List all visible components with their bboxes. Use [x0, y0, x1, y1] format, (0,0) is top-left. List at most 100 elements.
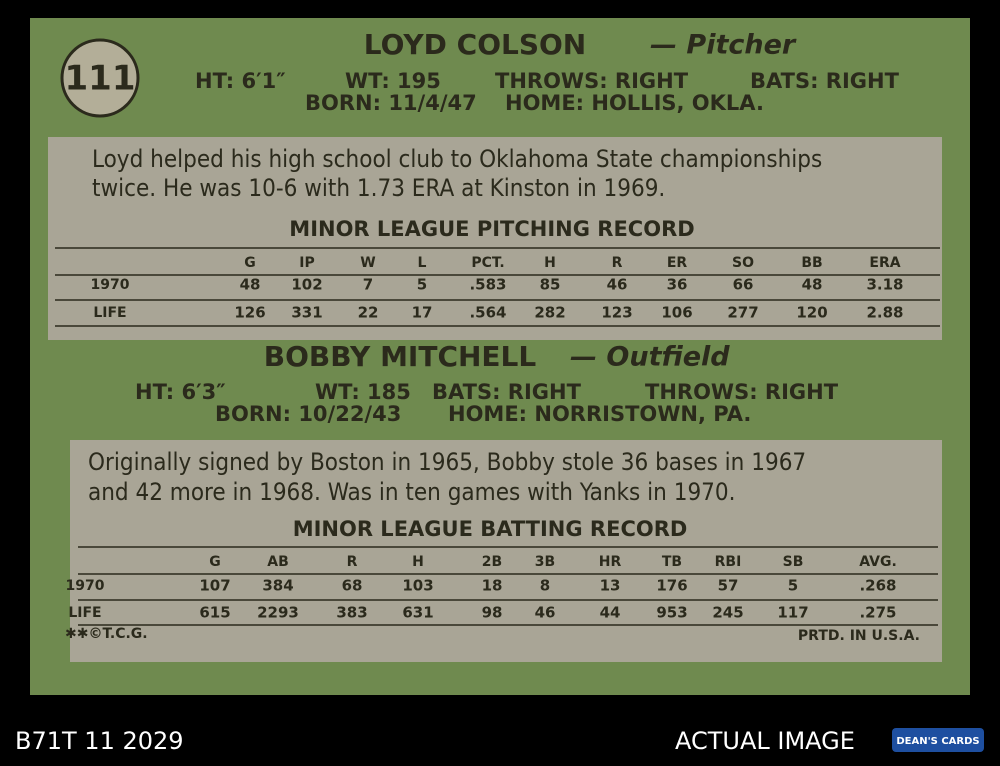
table-cell: .275: [859, 604, 896, 622]
table-cell: 277: [727, 304, 758, 322]
table-header: R: [612, 255, 623, 271]
vital: WT: 195: [345, 69, 441, 93]
table-header: G: [244, 255, 256, 271]
table-cell: 66: [733, 276, 754, 294]
bio-line: Loyd helped his high school club to Okla…: [92, 145, 822, 173]
table-header: W: [360, 255, 375, 271]
table-cell: 98: [482, 604, 503, 622]
table-cell: 18: [482, 577, 503, 595]
card-number: 111: [65, 59, 136, 99]
vital: BATS: RIGHT: [432, 380, 582, 404]
table-header: G: [209, 554, 221, 570]
bio-box: [48, 137, 942, 340]
table-cell: 36: [667, 276, 688, 294]
table-cell: 176: [656, 577, 687, 595]
vital: BORN: 11/4/47: [305, 91, 477, 115]
table-header: ERA: [869, 255, 900, 271]
table-header: RBI: [715, 554, 742, 570]
table-cell: 615: [199, 604, 230, 622]
table-header: IP: [299, 255, 314, 271]
table-cell: .564: [469, 304, 506, 322]
table-cell: 245: [712, 604, 743, 622]
table-cell: 57: [718, 577, 739, 595]
table-header: PCT.: [471, 255, 504, 271]
table-cell: 5: [788, 577, 798, 595]
table-cell: 123: [601, 304, 632, 322]
printed-note: PRTD. IN U.S.A.: [798, 628, 920, 644]
row-label: LIFE: [93, 305, 126, 321]
table-cell: 85: [540, 276, 561, 294]
table-cell: 5: [417, 276, 427, 294]
table-cell: 44: [600, 604, 621, 622]
table-cell: 107: [199, 577, 230, 595]
table-header: HR: [599, 554, 622, 570]
table-header: TB: [662, 554, 682, 570]
row-label: 1970: [66, 578, 105, 594]
logo-text: DEAN'S CARDS: [896, 736, 979, 747]
vital: BATS: RIGHT: [750, 69, 900, 93]
table-cell: 126: [234, 304, 265, 322]
footer-caption: ACTUAL IMAGE: [675, 727, 855, 755]
vital: HOME: NORRISTOWN, PA.: [448, 402, 751, 426]
table-cell: 282: [534, 304, 565, 322]
player-name: LOYD COLSON: [364, 28, 587, 61]
table-cell: 46: [535, 604, 556, 622]
table-cell: 631: [402, 604, 433, 622]
bio-line: and 42 more in 1968. Was in ten games wi…: [88, 478, 736, 506]
table-cell: 2.88: [866, 304, 903, 322]
table-header: H: [544, 255, 556, 271]
vital: THROWS: RIGHT: [645, 380, 839, 404]
table-header: BB: [801, 255, 822, 271]
bio-line: twice. He was 10-6 with 1.73 ERA at Kins…: [92, 174, 665, 202]
table-header: SB: [783, 554, 804, 570]
table-cell: 13: [600, 577, 621, 595]
table-cell: 953: [656, 604, 687, 622]
table-cell: 7: [363, 276, 373, 294]
table-header: AB: [267, 554, 289, 570]
table-cell: 68: [342, 577, 363, 595]
table-cell: 102: [291, 276, 322, 294]
record-title: MINOR LEAGUE PITCHING RECORD: [289, 217, 694, 241]
table-cell: 3.18: [866, 276, 903, 294]
table-cell: 17: [412, 304, 433, 322]
table-header: 3B: [535, 554, 555, 570]
table-header: R: [347, 554, 358, 570]
row-label: LIFE: [68, 605, 101, 621]
table-cell: 331: [291, 304, 322, 322]
row-label: 1970: [91, 277, 130, 293]
table-cell: 8: [540, 577, 550, 595]
bio-line: Originally signed by Boston in 1965, Bob…: [88, 448, 806, 476]
table-cell: 106: [661, 304, 692, 322]
copyright: ✱✱©T.C.G.: [65, 626, 148, 642]
table-cell: 120: [796, 304, 827, 322]
number-circle: [60, 38, 140, 118]
footer-id: B71T 11 2029: [15, 727, 184, 755]
vital: THROWS: RIGHT: [495, 69, 689, 93]
table-header: ER: [667, 255, 688, 271]
logo: [892, 728, 984, 752]
table-cell: 103: [402, 577, 433, 595]
record-title: MINOR LEAGUE BATTING RECORD: [293, 517, 688, 541]
table-cell: 2293: [257, 604, 299, 622]
vital: HT: 6′1″: [195, 69, 286, 93]
table-cell: 383: [336, 604, 367, 622]
table-cell: 46: [607, 276, 628, 294]
table-cell: .583: [469, 276, 506, 294]
table-header: H: [412, 554, 424, 570]
vital: BORN: 10/22/43: [215, 402, 401, 426]
table-cell: .268: [859, 577, 896, 595]
table-header: AVG.: [859, 554, 897, 570]
table-cell: 117: [777, 604, 808, 622]
vital: HT: 6′3″: [135, 380, 226, 404]
vital: WT: 185: [315, 380, 411, 404]
player-position: — Outfield: [570, 342, 730, 373]
vital: HOME: HOLLIS, OKLA.: [505, 91, 764, 115]
player-name: BOBBY MITCHELL: [264, 340, 537, 373]
table-cell: 384: [262, 577, 293, 595]
player-position: — Pitcher: [650, 30, 797, 61]
table-cell: 48: [240, 276, 261, 294]
table-cell: 48: [802, 276, 823, 294]
table-header: L: [418, 255, 427, 271]
table-cell: 22: [358, 304, 379, 322]
